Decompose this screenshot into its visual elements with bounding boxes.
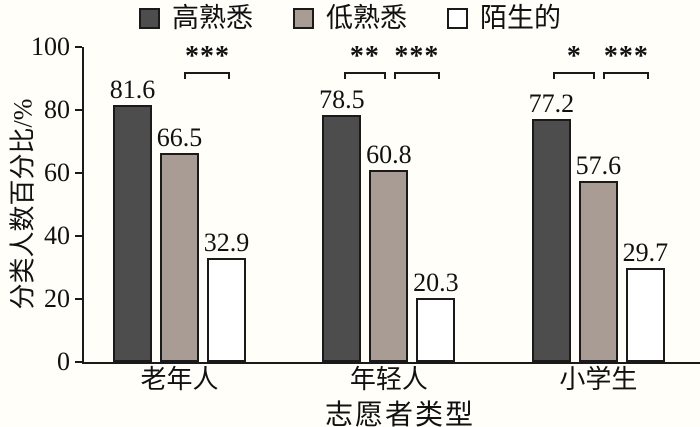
significance-bracket bbox=[343, 72, 386, 79]
legend-item: 陌生的 bbox=[447, 3, 561, 33]
bar-value-label: 78.5 bbox=[319, 84, 365, 114]
bar bbox=[159, 152, 199, 362]
bar bbox=[625, 268, 665, 362]
bar-value-label: 32.9 bbox=[203, 228, 250, 258]
y-axis-title: 分类人数百分比/% bbox=[8, 98, 38, 310]
chart-legend: 高熟悉 低熟悉 陌生的 bbox=[139, 3, 561, 33]
y-tick-label: 100 bbox=[31, 32, 70, 61]
y-tick-label: 0 bbox=[57, 347, 70, 376]
legend-label: 高熟悉 bbox=[172, 3, 253, 33]
legend-swatch bbox=[139, 7, 160, 29]
significance-stars: *** bbox=[394, 41, 440, 72]
plot-area: 0 20 40 60 80 100 81.6 78.5 77.2 66.5 60.8 57.6 32.9… bbox=[31, 34, 700, 394]
bar-value-label: 29.7 bbox=[622, 238, 669, 268]
y-tick-label: 20 bbox=[44, 284, 70, 313]
x-category-label: 老年人 bbox=[140, 365, 219, 394]
y-tick-label: 80 bbox=[44, 95, 70, 124]
bar bbox=[322, 114, 362, 362]
bar bbox=[578, 180, 618, 362]
bar-value-label: 57.6 bbox=[575, 150, 622, 180]
bar-value-label: 66.5 bbox=[156, 122, 203, 152]
bar-value-label: 77.2 bbox=[528, 88, 575, 118]
bar bbox=[369, 170, 409, 362]
bar bbox=[112, 104, 152, 362]
y-tick-label: 40 bbox=[44, 221, 70, 250]
legend-item: 高熟悉 bbox=[139, 3, 253, 33]
bar bbox=[416, 298, 456, 362]
bar-value-label: 60.8 bbox=[366, 140, 412, 170]
y-tick-label: 60 bbox=[44, 158, 70, 187]
y-tick bbox=[75, 235, 82, 237]
bar-value-label: 81.6 bbox=[109, 74, 156, 104]
bar bbox=[531, 118, 571, 362]
legend-swatch bbox=[447, 7, 468, 29]
bar bbox=[206, 258, 246, 362]
x-category-label: 年轻人 bbox=[349, 365, 428, 394]
legend-swatch bbox=[293, 7, 314, 29]
significance-stars: *** bbox=[184, 41, 230, 72]
y-tick bbox=[75, 172, 82, 174]
legend-item: 低熟悉 bbox=[293, 3, 407, 33]
significance-stars: ** bbox=[349, 41, 380, 72]
significance-stars: * bbox=[566, 41, 582, 72]
y-tick bbox=[75, 46, 82, 48]
y-tick bbox=[75, 109, 82, 111]
x-axis-title: 志愿者类型 bbox=[324, 400, 476, 427]
y-tick bbox=[75, 298, 82, 300]
significance-bracket bbox=[603, 72, 650, 79]
significance-bracket bbox=[184, 72, 231, 79]
y-tick bbox=[75, 361, 82, 363]
x-category-label: 小学生 bbox=[559, 365, 638, 394]
significance-stars: *** bbox=[603, 41, 649, 72]
significance-bracket bbox=[393, 72, 440, 79]
significance-bracket bbox=[553, 72, 596, 79]
legend-label: 低熟悉 bbox=[326, 3, 407, 33]
bar-value-label: 20.3 bbox=[413, 268, 459, 298]
legend-label: 陌生的 bbox=[480, 3, 561, 33]
